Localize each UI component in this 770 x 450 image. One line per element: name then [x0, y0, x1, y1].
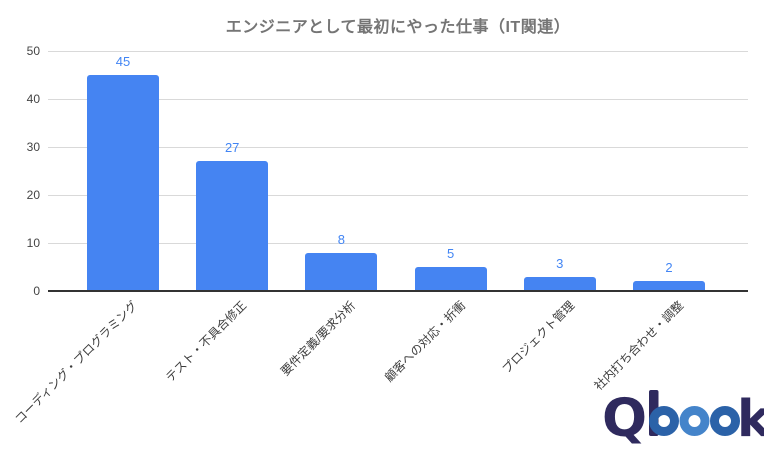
bar-value-label: 8 [337, 231, 345, 247]
gridline [48, 147, 748, 148]
bar-value-label: 27 [224, 140, 240, 156]
bar[interactable] [414, 267, 487, 290]
y-axis-tick-label: 0 [33, 284, 40, 298]
x-axis-line [48, 290, 748, 292]
gridline [48, 243, 748, 244]
qbook-logo: Q k [602, 388, 770, 449]
bar-value-label: 5 [446, 246, 455, 261]
logo-letter-b-bowl [649, 406, 679, 436]
bar-value-label: 3 [556, 255, 564, 271]
gridline [48, 99, 748, 100]
bar[interactable] [87, 75, 159, 290]
bar-value-label: 45 [115, 54, 131, 69]
logo-letter-o1 [679, 406, 710, 436]
y-axis-tick-label: 30 [26, 140, 40, 154]
qbook-logo-graphic: Q k [602, 388, 770, 449]
gridline [48, 51, 748, 52]
bar[interactable] [305, 252, 378, 290]
logo-letter-q: Q [602, 388, 647, 446]
chart-title: エンジニアとして最初にやった仕事（IT関連） [225, 19, 571, 36]
bar-value-label: 2 [665, 260, 673, 276]
gridline [48, 195, 748, 196]
y-axis-tick-label: 10 [26, 236, 40, 250]
logo-letter-o2 [710, 406, 740, 436]
logo-letter-k: k [737, 390, 764, 446]
bar[interactable] [633, 281, 705, 290]
bar[interactable] [196, 161, 269, 290]
y-axis-tick-label: 50 [26, 44, 40, 58]
y-axis-tick-label: 40 [26, 92, 40, 106]
y-axis-tick-label: 20 [26, 188, 40, 202]
bar[interactable] [523, 276, 596, 290]
